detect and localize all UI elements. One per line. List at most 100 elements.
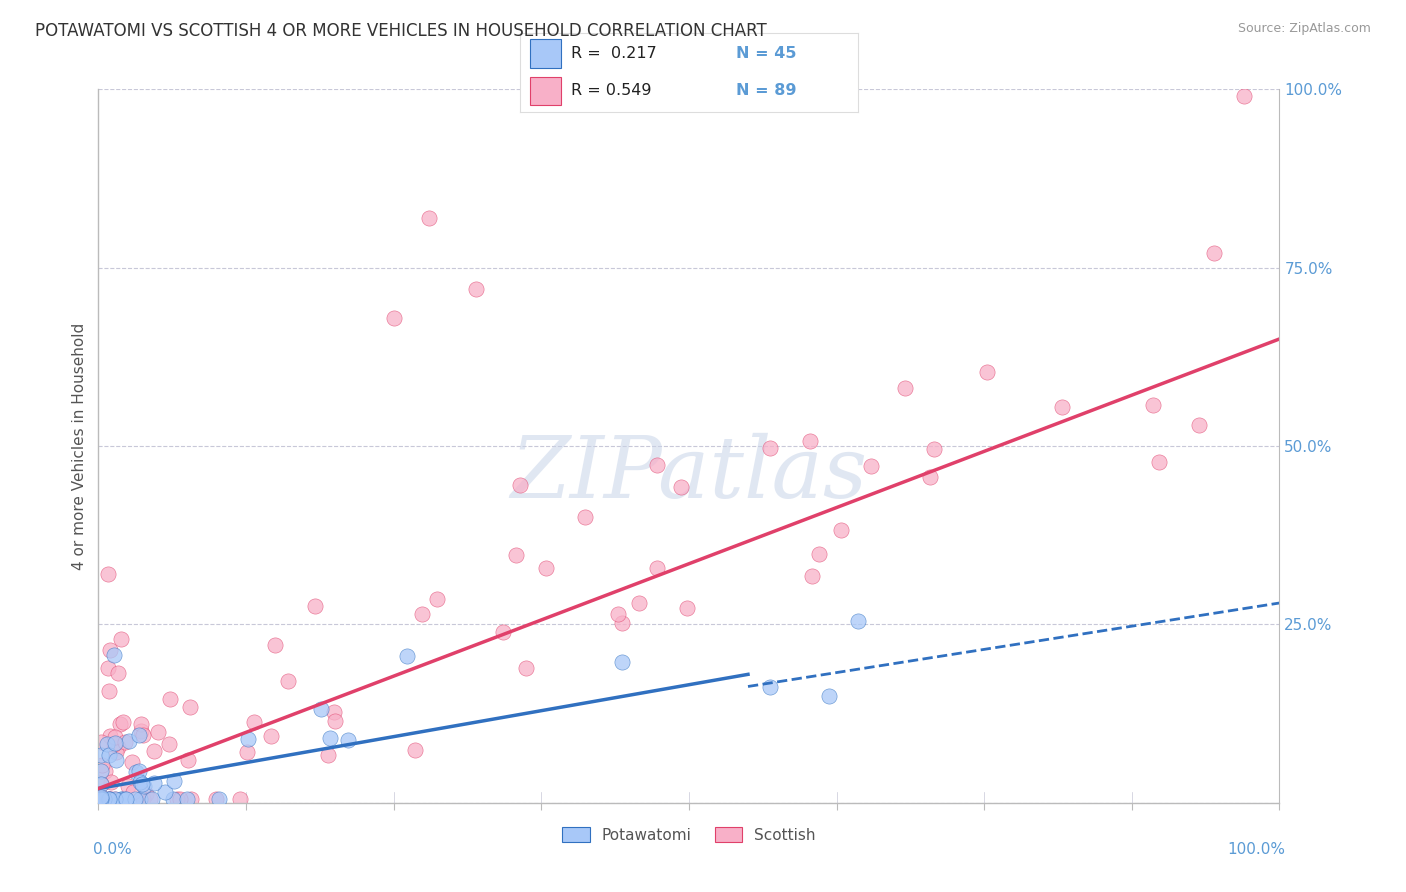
Point (105, 754, 128, 768)
Point (238, 731, 260, 746)
Point (97, 747, 120, 762)
Text: 0.0%: 0.0% (93, 842, 131, 857)
Point (918, 470, 941, 484)
Point (163, 774, 186, 789)
Point (104, 792, 127, 806)
Point (96, 737, 118, 751)
Point (304, 599, 326, 613)
Point (263, 638, 285, 652)
Point (236, 745, 259, 759)
Point (129, 716, 152, 731)
Point (610, 616, 633, 631)
Y-axis label: 4 or more Vehicles in Household: 4 or more Vehicles in Household (72, 322, 87, 570)
Point (418, 211, 440, 225)
Point (166, 792, 188, 806)
Point (146, 725, 169, 739)
Point (129, 774, 152, 789)
Point (90, 734, 112, 748)
Point (645, 561, 668, 575)
Point (139, 792, 162, 806)
Point (141, 792, 163, 806)
Point (97, 792, 120, 806)
Point (1142, 398, 1164, 412)
Point (411, 607, 433, 621)
Point (100, 792, 122, 806)
Point (758, 442, 780, 456)
Point (159, 692, 181, 706)
Point (108, 716, 131, 731)
Point (260, 729, 283, 743)
FancyBboxPatch shape (530, 39, 561, 68)
Point (243, 715, 266, 730)
Point (808, 547, 831, 561)
Point (208, 792, 231, 806)
Point (337, 732, 360, 747)
Point (759, 680, 782, 694)
Point (97, 792, 120, 806)
Point (90, 792, 112, 806)
Point (135, 787, 157, 801)
Point (1052, 400, 1074, 414)
Text: ZIPatlas: ZIPatlas (510, 434, 868, 516)
Text: R =  0.217: R = 0.217 (571, 45, 657, 61)
Point (105, 745, 128, 759)
Point (111, 792, 134, 806)
Point (90, 777, 112, 791)
Point (117, 779, 139, 793)
Point (628, 596, 651, 610)
Text: N = 45: N = 45 (737, 45, 797, 61)
Point (817, 689, 839, 703)
Text: 100.0%: 100.0% (1227, 842, 1285, 857)
Text: Source: ZipAtlas.com: Source: ZipAtlas.com (1237, 22, 1371, 36)
Point (90, 747, 112, 762)
Point (922, 442, 945, 456)
Point (612, 656, 634, 670)
Point (669, 480, 692, 494)
Point (859, 459, 882, 474)
Point (90, 792, 112, 806)
Point (132, 792, 155, 806)
Point (800, 568, 823, 582)
Point (277, 673, 299, 688)
Point (114, 792, 136, 806)
Point (645, 458, 668, 472)
Point (1233, 89, 1256, 103)
Point (323, 714, 346, 728)
Point (90, 764, 112, 778)
Point (1204, 245, 1226, 260)
Point (128, 729, 150, 743)
Point (404, 743, 426, 757)
Point (607, 607, 630, 621)
Point (104, 730, 127, 744)
Point (90, 789, 112, 804)
Point (98, 792, 121, 806)
Point (143, 744, 166, 758)
Point (323, 705, 346, 719)
Point (382, 310, 405, 325)
FancyBboxPatch shape (530, 77, 561, 105)
Point (100, 729, 122, 743)
Point (316, 747, 339, 762)
Point (90, 790, 112, 805)
Point (1147, 455, 1170, 469)
Point (162, 792, 184, 806)
Point (97, 566, 120, 581)
Point (121, 755, 143, 769)
Point (103, 737, 125, 751)
Point (128, 764, 150, 778)
Point (114, 734, 136, 748)
Point (309, 702, 332, 716)
Point (107, 666, 129, 681)
Point (426, 591, 449, 606)
Point (91, 792, 114, 806)
Point (395, 648, 418, 663)
Point (830, 523, 852, 537)
Point (534, 561, 557, 575)
Point (574, 510, 596, 524)
Point (115, 792, 138, 806)
Point (110, 632, 132, 646)
Point (509, 478, 531, 492)
Point (131, 777, 153, 791)
Point (118, 734, 141, 748)
Point (179, 700, 201, 714)
